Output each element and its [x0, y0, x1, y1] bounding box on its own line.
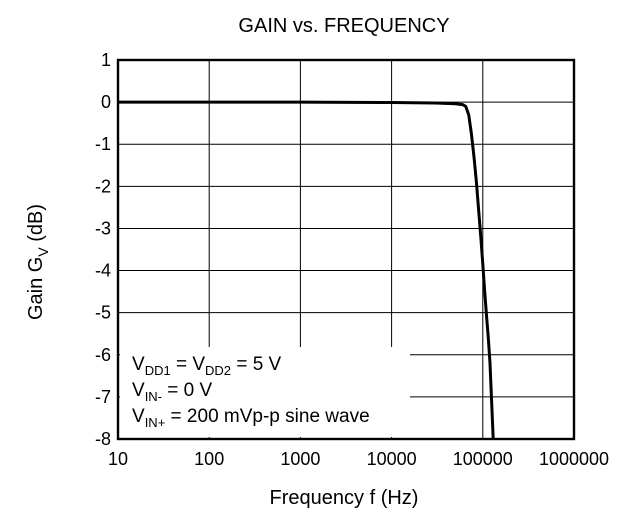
condition-line: VIN+ = 200 mVp-p sine wave: [132, 406, 370, 430]
y-axis-label-unit: (dB): [25, 204, 47, 247]
x-tick-label: 100: [194, 449, 224, 469]
y-tick-label: -4: [95, 261, 111, 281]
x-axis-label: Frequency f (Hz): [270, 487, 419, 509]
x-tick-label: 1000: [280, 449, 320, 469]
y-tick-label: -2: [95, 176, 111, 196]
y-tick-labels: 1 0 -1 -2 -3 -4 -5 -6 -7 -8: [95, 50, 111, 449]
x-tick-label: 10000: [367, 449, 417, 469]
y-tick-label: 0: [101, 92, 111, 112]
y-tick-label: -8: [95, 429, 111, 449]
plot-frame: [116, 58, 576, 441]
condition-line: VDD1 = VDD2 = 5 V: [132, 354, 282, 378]
y-tick-label: -3: [95, 218, 111, 238]
conditions-box: [120, 347, 410, 437]
gain-curve: [118, 100, 495, 440]
y-axis-label-main: Gain G: [25, 257, 47, 320]
y-axis-label: Gain GV (dB): [25, 204, 51, 320]
x-tick-labels: 10 100 1000 10000 100000 1000000: [108, 449, 609, 469]
x-tick-label: 10: [108, 449, 128, 469]
y-axis-label-sub: V: [35, 247, 51, 257]
condition-line: VIN- = 0 V: [132, 380, 213, 404]
y-tick-label: -5: [95, 303, 111, 323]
y-tick-label: -6: [95, 345, 111, 365]
y-tick-label: 1: [101, 50, 111, 70]
chart-title: GAIN vs. FREQUENCY: [238, 15, 449, 37]
x-tick-label: 100000: [453, 449, 513, 469]
y-tick-label: -7: [95, 387, 111, 407]
x-tick-label: 1000000: [539, 449, 609, 469]
y-tick-label: -1: [95, 134, 111, 154]
